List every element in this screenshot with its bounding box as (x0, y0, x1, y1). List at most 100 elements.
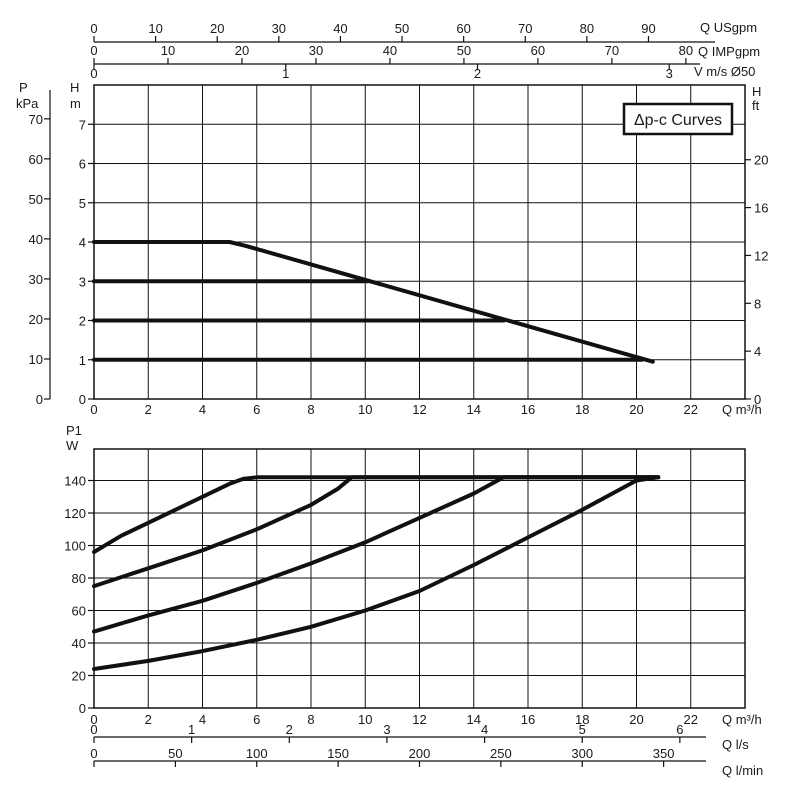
top-axis-1-tick-30: 30 (309, 43, 323, 58)
top-axis-0-tick-50: 50 (395, 21, 409, 36)
p-kpa-tick-50: 50 (29, 192, 43, 207)
p1-tick-140: 140 (64, 474, 86, 489)
lower-x-tick-20: 20 (629, 712, 643, 727)
upper-x-tick-22: 22 (684, 402, 698, 417)
upper-x-axis-label: Q m³/h (722, 402, 762, 417)
head-curve-1 (92, 240, 655, 364)
lower-chart: 0 2 4 6 8 10 12 14 16 18 20 22 0 20 40 60 80 100 120 140 P1… (64, 423, 761, 727)
h-m-tick-0: 0 (79, 392, 86, 407)
top-axes: Q USgpm Q IMPgpm V m/s Ø50 0 10 20 30 40 50 60… (90, 20, 760, 81)
impgpm-axis-label: Q IMPgpm (698, 44, 760, 59)
p1-axis-unit: W (66, 438, 79, 453)
top-axis-0-tick-20: 20 (210, 21, 224, 36)
p-axis-title: P (19, 80, 28, 95)
h-axis-unit: m (70, 96, 81, 111)
lower-x-tick-14: 14 (467, 712, 481, 727)
bottom-axes: Q l/s Q l/min 0 1 2 3 4 5 6 0 50 100 150 200 250 300 3… (90, 722, 763, 778)
top-axis-0-tick-10: 10 (148, 21, 162, 36)
lower-x-tick-6: 6 (253, 712, 260, 727)
p-kpa-tick-30: 30 (29, 272, 43, 287)
p-axis-unit: kPa (16, 96, 39, 111)
lower-x-tick-0: 0 (90, 712, 97, 727)
upper-x-tick-10: 10 (358, 402, 372, 417)
lmin-axis-label: Q l/min (722, 763, 763, 778)
h-ft-tick-0: 0 (754, 392, 761, 407)
top-axis-2-tick-0: 0 (90, 66, 97, 81)
h-m-tick-3: 3 (79, 274, 86, 289)
p-kpa-tick-10: 10 (29, 352, 43, 367)
upper-x-tick-6: 6 (253, 402, 260, 417)
p-kpa-tick-60: 60 (29, 152, 43, 167)
h-m-tick-1: 1 (79, 353, 86, 368)
bottom-axis-0-tick-0: 0 (90, 722, 97, 737)
upper-x-tick-4: 4 (199, 402, 206, 417)
p1-tick-80: 80 (72, 571, 86, 586)
p1-tick-60: 60 (72, 604, 86, 619)
top-axis-0-tick-30: 30 (272, 21, 286, 36)
top-axis-1-tick-60: 60 (531, 43, 545, 58)
bottom-axis-0-tick-4: 4 (481, 722, 488, 737)
upper-x-tick-18: 18 (575, 402, 589, 417)
lower-x-tick-10: 10 (358, 712, 372, 727)
upper-x-tick-0: 0 (90, 402, 97, 417)
lower-x-tick-12: 12 (412, 712, 426, 727)
upper-x-tick-12: 12 (412, 402, 426, 417)
lower-x-tick-22: 22 (684, 712, 698, 727)
h-ft-tick-16: 16 (754, 201, 768, 216)
top-axis-0-tick-70: 70 (518, 21, 532, 36)
power-curve-4 (92, 475, 661, 671)
velocity-axis-label: V m/s Ø50 (694, 64, 755, 79)
power-curve-3 (92, 475, 661, 634)
upper-x-tick-20: 20 (629, 402, 643, 417)
chart-title: Δp-c Curves (634, 112, 722, 129)
h-m-tick-6: 6 (79, 157, 86, 172)
p1-tick-120: 120 (64, 506, 86, 521)
p1-tick-100: 100 (64, 539, 86, 554)
chart-title-badge: Δp-c Curves (622, 102, 734, 136)
top-axis-2-tick-1: 1 (282, 66, 289, 81)
h-axis-title: H (70, 80, 79, 95)
h-ft-axis-title: H (752, 84, 761, 99)
h-m-tick-7: 7 (79, 117, 86, 132)
bottom-axis-1-tick-50: 50 (168, 746, 182, 761)
lower-x-axis-label: Q m³/h (722, 712, 762, 727)
top-axis-0-tick-80: 80 (580, 21, 594, 36)
top-axis-1-tick-10: 10 (161, 43, 175, 58)
lower-x-tick-8: 8 (307, 712, 314, 727)
h-m-tick-5: 5 (79, 196, 86, 211)
lower-x-tick-4: 4 (199, 712, 206, 727)
h-ft-tick-12: 12 (754, 248, 768, 263)
h-ft-tick-4: 4 (754, 344, 761, 359)
upper-x-tick-8: 8 (307, 402, 314, 417)
h-m-tick-2: 2 (79, 314, 86, 329)
bottom-axis-0-tick-5: 5 (579, 722, 586, 737)
lower-x-tick-18: 18 (575, 712, 589, 727)
upper-chart: 0 2 4 6 8 10 12 14 16 18 20 22012345670102030405060… (16, 80, 768, 417)
bottom-axis-1-tick-0: 0 (90, 746, 97, 761)
top-axis-1-tick-0: 0 (90, 43, 97, 58)
bottom-axis-0-tick-3: 3 (383, 722, 390, 737)
h-ft-tick-8: 8 (754, 296, 761, 311)
p1-tick-40: 40 (72, 636, 86, 651)
power-curve-2 (92, 475, 661, 589)
p-kpa-tick-40: 40 (29, 232, 43, 247)
top-axis-2-tick-3: 3 (666, 66, 673, 81)
p1-tick-0: 0 (79, 701, 86, 716)
h-m-tick-4: 4 (79, 235, 86, 250)
bottom-axis-0-tick-1: 1 (188, 722, 195, 737)
p1-tick-20: 20 (72, 669, 86, 684)
bottom-axis-1-tick-150: 150 (327, 746, 349, 761)
top-axis-0-tick-60: 60 (456, 21, 470, 36)
bottom-axis-1-tick-300: 300 (571, 746, 593, 761)
h-ft-axis-unit: ft (752, 98, 760, 113)
h-ft-tick-20: 20 (754, 153, 768, 168)
bottom-axis-1-tick-200: 200 (409, 746, 431, 761)
bottom-axis-0-tick-2: 2 (286, 722, 293, 737)
top-axis-0-tick-90: 90 (641, 21, 655, 36)
p-kpa-tick-0: 0 (36, 392, 43, 407)
bottom-axis-1-tick-100: 100 (246, 746, 268, 761)
upper-x-tick-2: 2 (145, 402, 152, 417)
upper-x-tick-16: 16 (521, 402, 535, 417)
lower-x-tick-16: 16 (521, 712, 535, 727)
